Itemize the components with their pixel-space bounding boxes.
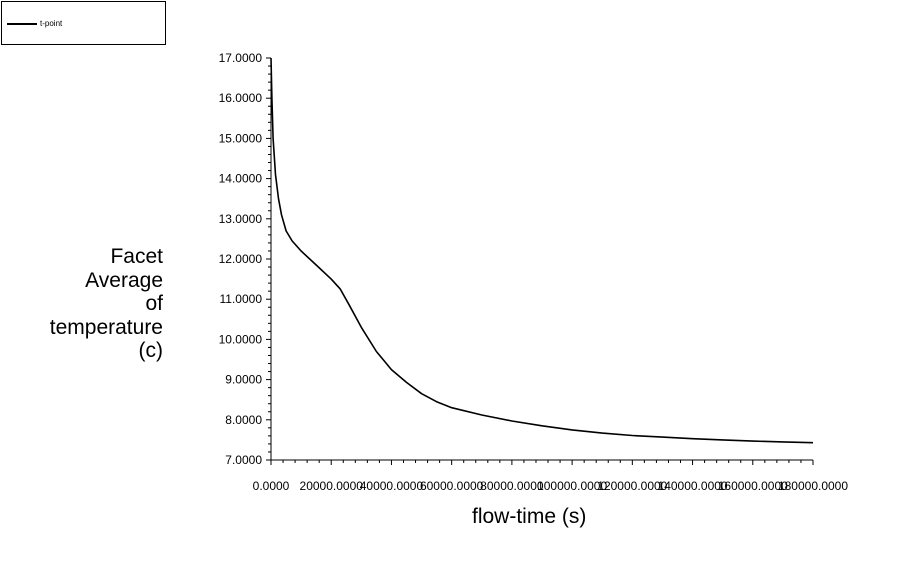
x-tick-label: 100000.0000 — [537, 479, 607, 493]
x-axis-label: flow-time (s) — [472, 505, 587, 528]
y-tick-label: 13.0000 — [219, 212, 263, 226]
y-tick-label: 12.0000 — [219, 252, 263, 266]
y-axis-label-line: (c) — [138, 339, 164, 362]
x-tick-label: 180000.0000 — [778, 479, 848, 493]
y-tick-label: 15.0000 — [219, 131, 263, 145]
y-axis-label: Facet Average of temperature (c) — [3, 245, 163, 363]
y-tick-label: 11.0000 — [220, 292, 263, 306]
y-axis-label-line: of — [145, 292, 163, 315]
y-tick-label: 14.0000 — [219, 172, 263, 186]
y-tick-label: 9.0000 — [225, 373, 262, 387]
x-tick-label: 40000.0000 — [360, 479, 424, 493]
legend-swatch-t-point — [7, 23, 37, 25]
x-tick-label: 160000.0000 — [718, 479, 788, 493]
y-axis-label-line: Facet — [110, 245, 163, 268]
legend: t-point — [1, 1, 166, 45]
y-tick-label: 17.0000 — [219, 51, 263, 65]
legend-label-t-point: t-point — [40, 19, 63, 28]
x-tick-label: 120000.0000 — [597, 479, 667, 493]
x-tick-label: 20000.0000 — [300, 479, 364, 493]
y-tick-label: 16.0000 — [219, 91, 263, 105]
y-axis-label-line: temperature — [49, 315, 163, 339]
x-tick-label: 0.0000 — [253, 479, 290, 493]
y-axis-label-line: Average — [85, 268, 163, 292]
x-tick-label: 60000.0000 — [420, 479, 484, 493]
series-line-t-point — [270, 57, 814, 444]
x-tick-label: 140000.0000 — [658, 479, 728, 493]
y-tick-label: 10.0000 — [219, 332, 263, 346]
x-tick-label: 80000.0000 — [480, 479, 544, 493]
y-tick-label: 7.0000 — [225, 453, 262, 467]
y-tick-label: 8.0000 — [225, 413, 262, 427]
